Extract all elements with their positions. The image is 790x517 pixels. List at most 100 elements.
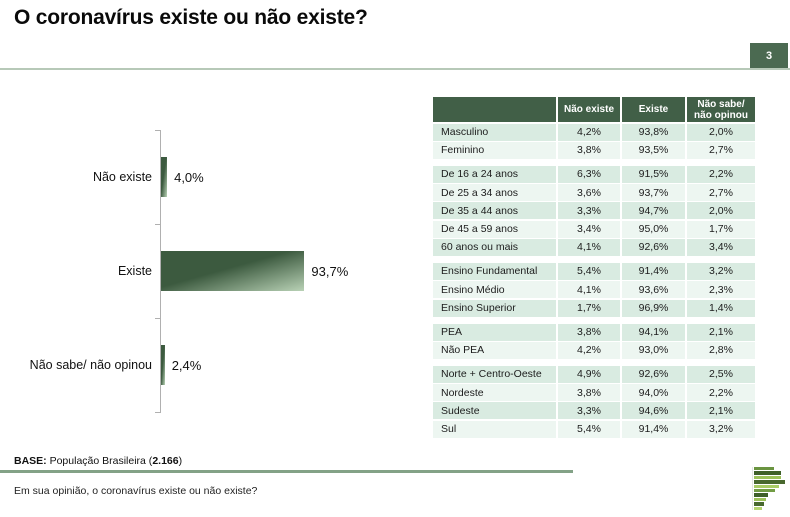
nao-existe-cell: 4,2% bbox=[558, 123, 620, 141]
category-label: Não sabe/ não opinou bbox=[29, 358, 152, 372]
table-row: De 16 a 24 anos 6,3% 91,5% 2,2% bbox=[433, 165, 755, 183]
logo-bar bbox=[754, 480, 785, 484]
logo-bar bbox=[754, 497, 766, 502]
existe-cell: 93,7% bbox=[622, 184, 685, 202]
existe-cell: 96,9% bbox=[622, 299, 685, 317]
axis-tick bbox=[155, 412, 160, 413]
chart-axis bbox=[160, 130, 161, 413]
nao-sabe-cell: 3,2% bbox=[687, 262, 755, 280]
existe-cell: 93,5% bbox=[622, 141, 685, 159]
nao-existe-cell: 1,7% bbox=[558, 299, 620, 317]
existe-cell: 94,0% bbox=[622, 384, 685, 402]
existe-cell: 94,6% bbox=[622, 402, 685, 420]
logo-bar bbox=[754, 467, 774, 471]
table-row: PEA 3,8% 94,1% 2,1% bbox=[433, 323, 755, 341]
base-text: População Brasileira ( bbox=[46, 455, 153, 467]
nao-sabe-cell: 1,4% bbox=[687, 299, 755, 317]
chart-row-nao-sabe: Não sabe/ não opinou 2,4% bbox=[0, 345, 430, 385]
nao-existe-cell: 3,3% bbox=[558, 402, 620, 420]
nao-sabe-cell: 3,4% bbox=[687, 238, 755, 256]
page-number-badge: 3 bbox=[750, 43, 788, 69]
row-label-cell: De 16 a 24 anos bbox=[433, 165, 556, 183]
existe-cell: 93,8% bbox=[622, 123, 685, 141]
row-label-cell: 60 anos ou mais bbox=[433, 238, 556, 256]
row-label-cell: Não PEA bbox=[433, 341, 556, 359]
table-row: 60 anos ou mais 4,1% 92,6% 3,4% bbox=[433, 238, 755, 256]
bar-existe bbox=[161, 251, 305, 291]
bar-nao-sabe bbox=[161, 345, 165, 385]
row-label-cell: Masculino bbox=[433, 123, 556, 141]
row-label-cell: Nordeste bbox=[433, 384, 556, 402]
bar-nao-existe bbox=[161, 157, 168, 197]
nao-sabe-cell: 1,7% bbox=[687, 220, 755, 238]
nao-sabe-cell: 2,5% bbox=[687, 365, 755, 383]
nao-sabe-cell: 2,7% bbox=[687, 184, 755, 202]
row-label-cell: Sudeste bbox=[433, 402, 556, 420]
chart-row-existe: Existe 93,7% bbox=[0, 251, 430, 291]
nao-existe-cell: 3,8% bbox=[558, 323, 620, 341]
table-row: Ensino Superior 1,7% 96,9% 1,4% bbox=[433, 299, 755, 317]
survey-question: Em sua opinião, o coronavírus existe ou … bbox=[14, 485, 258, 497]
existe-cell: 91,4% bbox=[622, 262, 685, 280]
table-header-row: Não existe Existe Não sabe/ não opinou bbox=[433, 97, 755, 122]
header-cell-nao-existe: Não existe bbox=[558, 97, 620, 122]
nao-existe-cell: 3,8% bbox=[558, 141, 620, 159]
nao-sabe-cell: 2,1% bbox=[687, 323, 755, 341]
row-label-cell: PEA bbox=[433, 323, 556, 341]
existe-cell: 92,6% bbox=[622, 365, 685, 383]
table-row: Ensino Médio 4,1% 93,6% 2,3% bbox=[433, 281, 755, 299]
existe-cell: 93,0% bbox=[622, 341, 685, 359]
row-label-cell: Ensino Fundamental bbox=[433, 262, 556, 280]
row-label-cell: De 25 a 34 anos bbox=[433, 184, 556, 202]
base-close: ) bbox=[178, 455, 183, 467]
row-label-cell: Sul bbox=[433, 420, 556, 438]
nao-existe-cell: 3,8% bbox=[558, 384, 620, 402]
axis-tick bbox=[155, 224, 160, 225]
nao-sabe-cell: 2,2% bbox=[687, 384, 755, 402]
table-row: De 45 a 59 anos 3,4% 95,0% 1,7% bbox=[433, 220, 755, 238]
table-row: Norte + Centro-Oeste 4,9% 92,6% 2,5% bbox=[433, 365, 755, 383]
row-label-cell: De 45 a 59 anos bbox=[433, 220, 556, 238]
crosstab-table: Não existe Existe Não sabe/ não opinou M… bbox=[433, 97, 755, 439]
existe-cell: 91,4% bbox=[622, 420, 685, 438]
logo-bar bbox=[754, 506, 762, 510]
base-note: BASE: População Brasileira (2.166) bbox=[14, 455, 182, 467]
row-label-cell: Ensino Médio bbox=[433, 281, 556, 299]
header-cell-empty bbox=[433, 97, 556, 122]
existe-cell: 95,0% bbox=[622, 220, 685, 238]
row-label-cell: Ensino Superior bbox=[433, 299, 556, 317]
nao-sabe-cell: 2,1% bbox=[687, 402, 755, 420]
table-row: Ensino Fundamental 5,4% 91,4% 3,2% bbox=[433, 262, 755, 280]
existe-cell: 92,6% bbox=[622, 238, 685, 256]
nao-existe-cell: 4,1% bbox=[558, 238, 620, 256]
existe-cell: 94,7% bbox=[622, 202, 685, 220]
table-row: Masculino 4,2% 93,8% 2,0% bbox=[433, 123, 755, 141]
nao-existe-cell: 5,4% bbox=[558, 420, 620, 438]
nao-sabe-cell: 2,7% bbox=[687, 141, 755, 159]
logo bbox=[752, 467, 785, 510]
category-label: Não existe bbox=[92, 170, 152, 184]
header-cell-existe: Existe bbox=[622, 97, 685, 122]
nao-sabe-cell: 2,3% bbox=[687, 281, 755, 299]
nao-existe-cell: 4,1% bbox=[558, 281, 620, 299]
existe-cell: 91,5% bbox=[622, 165, 685, 183]
logo-bar bbox=[754, 484, 779, 488]
row-label-cell: Norte + Centro-Oeste bbox=[433, 365, 556, 383]
header-divider bbox=[0, 68, 790, 70]
nao-existe-cell: 3,3% bbox=[558, 202, 620, 220]
logo-bar bbox=[754, 471, 781, 475]
footer-divider bbox=[0, 470, 573, 473]
table-row: De 25 a 34 anos 3,6% 93,7% 2,7% bbox=[433, 184, 755, 202]
logo-bar bbox=[754, 493, 768, 497]
base-value: 2.166 bbox=[152, 455, 179, 467]
nao-existe-cell: 3,6% bbox=[558, 184, 620, 202]
page-title: O coronavírus existe ou não existe? bbox=[14, 6, 368, 29]
nao-sabe-cell: 3,2% bbox=[687, 420, 755, 438]
crosstab-body: Masculino 4,2% 93,8% 2,0% Feminino 3,8% … bbox=[433, 123, 755, 438]
value-label: 4,0% bbox=[174, 169, 204, 185]
existe-cell: 94,1% bbox=[622, 323, 685, 341]
table-row: Sudeste 3,3% 94,6% 2,1% bbox=[433, 402, 755, 420]
logo-bar bbox=[754, 502, 764, 506]
nao-existe-cell: 4,9% bbox=[558, 365, 620, 383]
nao-sabe-cell: 2,2% bbox=[687, 165, 755, 183]
